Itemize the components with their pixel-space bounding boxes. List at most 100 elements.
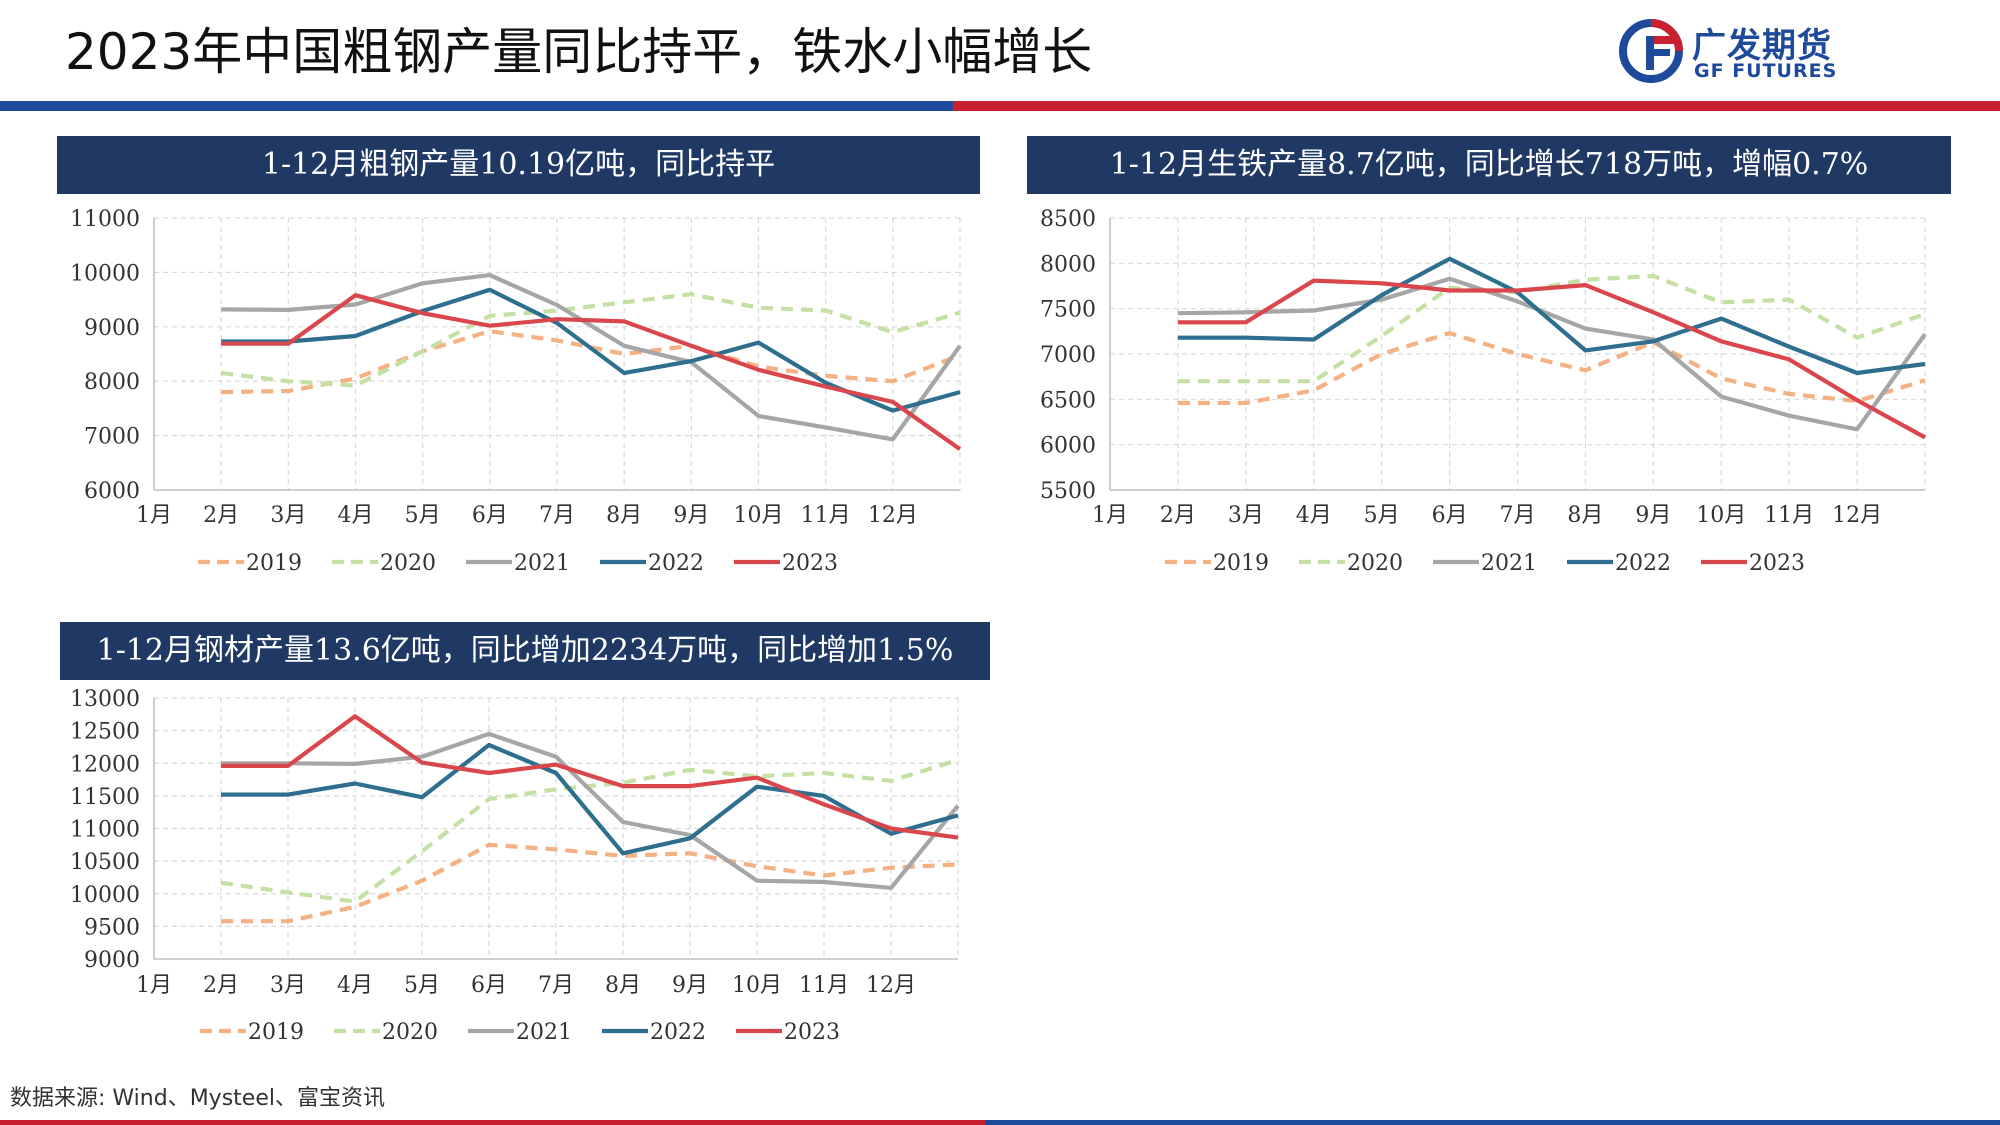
legend-label-2023: 2023	[784, 1020, 840, 1045]
x-tick-label: 5月	[1364, 503, 1400, 528]
y-tick-label: 11500	[70, 785, 140, 810]
header-rule-red	[953, 101, 2000, 111]
header-rule-blue	[0, 101, 953, 111]
y-tick-label: 8000	[84, 370, 140, 395]
x-tick-label: 8月	[606, 503, 642, 528]
legend-label-2021: 2021	[514, 551, 570, 576]
y-tick-label: 13000	[70, 687, 140, 712]
legend-label-2020: 2020	[1347, 551, 1403, 576]
footer-rule-blue	[985, 1120, 2000, 1125]
x-tick-label: 2月	[203, 503, 239, 528]
y-tick-label: 10000	[70, 883, 140, 908]
x-tick-label: 9月	[673, 503, 709, 528]
y-tick-label: 9000	[84, 316, 140, 341]
pig-iron-chart: 5500 6000 6500 7000 7500 8000 8500 1月 2月 3月 4月 5月 6月…	[1040, 207, 1927, 576]
x-tick-label: 12月	[868, 503, 918, 528]
y-tick-label: 12000	[70, 752, 140, 777]
x-tick-label: 6月	[472, 503, 508, 528]
legend-label-2019: 2019	[248, 1020, 304, 1045]
y-tick-label: 10000	[70, 261, 140, 286]
series-2021-line	[221, 731, 960, 890]
logo-chinese-text: 广发期货	[1692, 26, 1832, 66]
series-2023-line	[1177, 278, 1927, 440]
x-tick-label: 7月	[538, 973, 574, 998]
logo-english-text: GF FUTURES	[1694, 60, 1838, 82]
x-tick-label: 3月	[270, 503, 306, 528]
x-tick-label: 11月	[799, 973, 849, 998]
x-tick-label: 3月	[270, 973, 306, 998]
legend-label-2023: 2023	[782, 551, 838, 576]
y-tick-label: 7000	[1040, 343, 1096, 368]
series-2020-line	[1177, 273, 1926, 384]
y-tick-label: 9000	[84, 948, 140, 973]
x-tick-label: 11月	[801, 503, 851, 528]
y-tick-label: 10500	[70, 850, 140, 875]
series-2019-line	[221, 842, 959, 924]
x-tick-label: 6月	[471, 973, 507, 998]
x-tick-label: 2月	[1160, 503, 1196, 528]
x-tick-label: 4月	[338, 503, 374, 528]
x-tick-label: 8月	[1567, 503, 1603, 528]
y-tick-label: 7500	[1040, 298, 1096, 323]
x-tick-label: 7月	[539, 503, 575, 528]
x-tick-label: 4月	[1296, 503, 1332, 528]
legend-label-2019: 2019	[1213, 551, 1269, 576]
y-tick-label: 9500	[84, 915, 140, 940]
x-tick-label: 1月	[1092, 503, 1128, 528]
x-tick-label: 7月	[1500, 503, 1536, 528]
legend-label-2019: 2019	[246, 551, 302, 576]
legend-label-2020: 2020	[382, 1020, 438, 1045]
y-tick-label: 5500	[1040, 479, 1096, 504]
legend-label-2021: 2021	[516, 1020, 572, 1045]
y-tick-label: 6000	[84, 479, 140, 504]
y-tick-label: 6000	[1040, 434, 1096, 459]
x-tick-label: 3月	[1228, 503, 1264, 528]
logo-mark-icon	[1619, 19, 1683, 83]
legend-label-2021: 2021	[1481, 551, 1537, 576]
x-tick-label: 6月	[1432, 503, 1468, 528]
x-tick-label: 11月	[1764, 503, 1814, 528]
x-tick-label: 12月	[866, 973, 916, 998]
panel-header-steel-products: 1-12月钢材产量13.6亿吨，同比增加2234万吨，同比增加1.5%	[60, 622, 990, 680]
series-2020-line	[220, 757, 959, 904]
series-2022-line	[1177, 256, 1926, 376]
series-2023-line	[221, 714, 959, 840]
gf-futures-logo: 广发期货 GF FUTURES	[1618, 16, 1838, 86]
legend-label-2022: 2022	[648, 551, 704, 576]
x-tick-label: 10月	[734, 503, 784, 528]
x-tick-label: 5月	[405, 503, 441, 528]
y-tick-label: 6500	[1040, 388, 1096, 413]
series-2019-line	[1177, 331, 1926, 406]
x-tick-label: 10月	[1696, 503, 1746, 528]
panel-header-pig-iron: 1-12月生铁产量8.7亿吨，同比增长718万吨，增幅0.7%	[1027, 136, 1951, 194]
legend-label-2022: 2022	[1615, 551, 1671, 576]
x-tick-label: 9月	[1635, 503, 1671, 528]
series-2023-line	[221, 293, 962, 451]
x-tick-label: 9月	[672, 973, 708, 998]
x-tick-label: 1月	[136, 503, 172, 528]
data-source-note: 数据来源: Wind、Mysteel、富宝资讯	[10, 1086, 385, 1111]
steel-products-chart: 9000 9500 10000 10500 11000 11500 12000 12500 13…	[70, 687, 960, 1045]
x-tick-label: 8月	[605, 973, 641, 998]
panel-header-crude-steel: 1-12月粗钢产量10.19亿吨，同比持平	[57, 136, 980, 194]
page-title: 2023年中国粗钢产量同比持平，铁水小幅增长	[65, 23, 1093, 81]
footer-rule-red	[0, 1120, 985, 1125]
series-2021-line	[221, 272, 962, 442]
y-tick-label: 12500	[70, 720, 140, 745]
y-tick-label: 11000	[70, 207, 140, 232]
y-tick-label: 8500	[1040, 207, 1096, 232]
x-tick-label: 4月	[337, 973, 373, 998]
series-2022-line	[221, 742, 959, 856]
y-tick-label: 7000	[84, 425, 140, 450]
x-tick-label: 2月	[203, 973, 239, 998]
legend-label-2020: 2020	[380, 551, 436, 576]
series-2020-line	[220, 292, 961, 388]
y-tick-label: 8000	[1040, 252, 1096, 277]
x-tick-label: 1月	[136, 973, 172, 998]
crude-steel-chart: 6000 7000 8000 9000 10000 11000 1月 2月 3月 4月 5月 6月 7月…	[70, 207, 962, 576]
legend-label-2023: 2023	[1749, 551, 1805, 576]
series-2021-line	[1177, 276, 1927, 432]
x-tick-label: 12月	[1832, 503, 1882, 528]
y-tick-label: 11000	[70, 818, 140, 843]
legend-label-2022: 2022	[650, 1020, 706, 1045]
